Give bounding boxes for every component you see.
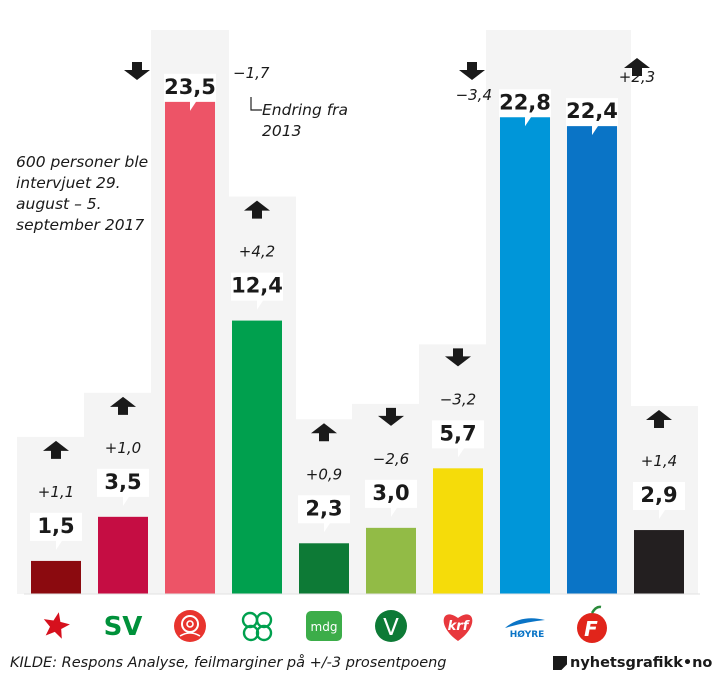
value-bubble — [365, 479, 417, 517]
arrow-down-icon — [378, 407, 404, 426]
r-star-icon — [43, 612, 70, 639]
change-label: −3,2 — [440, 390, 476, 408]
value-label: 12,4 — [231, 274, 283, 298]
krf-logo: krf — [443, 614, 473, 641]
value-label: 3,0 — [372, 481, 409, 505]
bar — [500, 91, 550, 594]
value-label: 2,9 — [640, 483, 677, 507]
bar — [366, 527, 416, 594]
value-bubble — [298, 495, 350, 533]
bar — [98, 516, 148, 594]
bar — [31, 560, 81, 594]
change-label: +4,2 — [239, 243, 275, 261]
value-label: 1,5 — [37, 514, 74, 538]
value-bubble — [30, 512, 82, 550]
value-bubble — [164, 73, 216, 111]
arrow-down-icon — [124, 62, 150, 80]
change-note-bracket — [250, 97, 262, 111]
survey-note: 600 personer ble intervjuet 29. august –… — [16, 153, 149, 234]
bar — [567, 100, 617, 594]
arrow-up-icon — [244, 200, 270, 219]
svg-text:F: F — [584, 617, 598, 641]
sv-logo: SV — [104, 612, 143, 642]
arrow-down-icon — [459, 62, 485, 80]
svg-text:mdg: mdg — [311, 620, 338, 634]
bar — [165, 75, 215, 594]
svg-text:V: V — [383, 615, 399, 641]
value-label: 3,5 — [104, 470, 141, 494]
brand-logo: nyhetsgrafikk•no — [553, 652, 712, 674]
change-label: +1,4 — [641, 452, 677, 470]
brand-text: nyhetsgrafikk•no — [570, 655, 713, 671]
labels: 1,5 +1,1 3,5 +1,0 23,5 −1,7 12,4 +4,2 2,3 +0,9 3,0… — [30, 58, 685, 550]
bars — [31, 75, 684, 594]
value-bubble — [432, 420, 484, 458]
change-label: +1,0 — [105, 439, 141, 457]
change-label: −1,7 — [233, 64, 270, 82]
change-label: +0,9 — [306, 465, 342, 483]
value-bubble — [231, 272, 283, 310]
value-label: 22,4 — [566, 99, 618, 123]
svg-text:krf: krf — [448, 619, 471, 634]
arrow-up-icon — [646, 410, 672, 429]
svg-text:HØYRE: HØYRE — [510, 629, 545, 640]
arrow-up-icon — [624, 58, 650, 76]
brand-arrow-icon — [553, 656, 567, 670]
arrow-up-icon — [43, 440, 69, 459]
arrow-down-icon — [445, 348, 471, 367]
bar — [433, 468, 483, 594]
v-logo: V — [375, 610, 407, 642]
change-label: +2,3 — [619, 68, 655, 86]
change-note: Endring fra 2013 — [262, 101, 349, 140]
value-bubble — [97, 468, 149, 506]
source-text: KILDE: Respons Analyse, feilmarginer på … — [10, 655, 447, 671]
frp-logo: F — [577, 605, 607, 643]
change-label: +1,1 — [38, 483, 74, 501]
value-bubble — [566, 98, 618, 136]
arrow-up-icon — [110, 396, 136, 415]
hoyre-logo: HØYRE — [505, 618, 545, 640]
bar — [634, 530, 684, 594]
value-label: 5,7 — [439, 421, 476, 445]
bar — [299, 543, 349, 594]
change-label: −2,6 — [373, 450, 409, 468]
value-label: 22,8 — [499, 90, 551, 114]
mdg-logo: mdg — [306, 611, 342, 641]
value-bubble — [499, 89, 551, 127]
arrow-up-icon — [311, 423, 337, 442]
ap-rose-icon — [174, 610, 206, 642]
value-label: 23,5 — [164, 75, 216, 99]
bar — [232, 320, 282, 594]
value-bubble — [633, 482, 685, 520]
value-label: 2,3 — [305, 496, 342, 520]
sp-clover-icon — [241, 611, 273, 642]
change-label: −3,4 — [456, 86, 492, 104]
